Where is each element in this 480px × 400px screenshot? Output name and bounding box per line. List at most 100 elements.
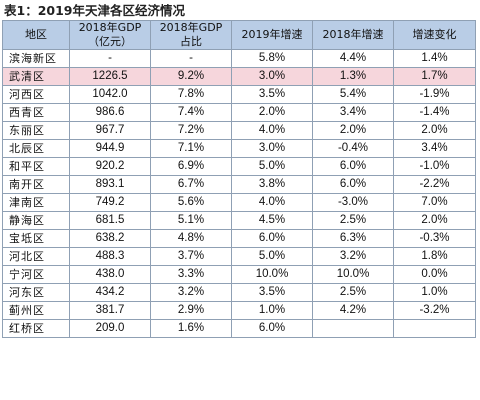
cell-share: 7.8% [150,85,232,104]
cell-growth-2019: 6.0% [231,319,313,338]
cell-growth-2018: 6.0% [312,157,394,176]
cell-growth-change: 1.4% [393,49,476,68]
cell-gdp: 438.0 [69,265,151,284]
header-gdp: 2018年GDP （亿元） [69,20,151,50]
cell-gdp: 434.2 [69,283,151,302]
cell-gdp: 749.2 [69,193,151,212]
cell-district: 津南区 [2,193,70,212]
table-row: 河北区 488.3 3.7% 5.0% 3.2% 1.8% [2,247,476,266]
cell-gdp: 967.7 [69,121,151,140]
cell-district: 西青区 [2,103,70,122]
cell-growth-2019: 4.0% [231,193,313,212]
table-row: 河东区 434.2 3.2% 3.5% 2.5% 1.0% [2,283,476,302]
cell-growth-2018: -3.0% [312,193,394,212]
cell-growth-2018: 5.4% [312,85,394,104]
cell-growth-2019: 2.0% [231,103,313,122]
cell-growth-2018 [312,319,394,338]
cell-share: 7.1% [150,139,232,158]
cell-district: 宝坻区 [2,229,70,248]
header-district: 地区 [2,20,70,50]
header-growth-2018: 2018年增速 [312,20,394,50]
cell-growth-2018: 4.4% [312,49,394,68]
cell-growth-2018: 2.0% [312,121,394,140]
cell-district: 宁河区 [2,265,70,284]
cell-gdp: 1226.5 [69,67,151,86]
table-row: 宝坻区 638.2 4.8% 6.0% 6.3% -0.3% [2,229,476,248]
table-header: 地区 2018年GDP （亿元） 2018年GDP 占比 2019年增速 201… [2,20,476,50]
cell-gdp: 381.7 [69,301,151,320]
cell-gdp: 488.3 [69,247,151,266]
cell-growth-2019: 5.0% [231,157,313,176]
cell-growth-2018: 3.4% [312,103,394,122]
cell-growth-2018: 6.0% [312,175,394,194]
table-row: 津南区 749.2 5.6% 4.0% -3.0% 7.0% [2,193,476,212]
cell-growth-change: 2.0% [393,211,476,230]
cell-growth-2019: 3.0% [231,67,313,86]
cell-growth-2019: 3.5% [231,85,313,104]
cell-growth-2019: 3.5% [231,283,313,302]
cell-gdp: 1042.0 [69,85,151,104]
table-row: 北辰区 944.9 7.1% 3.0% -0.4% 3.4% [2,139,476,158]
cell-gdp: 944.9 [69,139,151,158]
cell-district: 南开区 [2,175,70,194]
table-row: 宁河区 438.0 3.3% 10.0% 10.0% 0.0% [2,265,476,284]
cell-growth-2018: 2.5% [312,283,394,302]
header-growth-change-label: 增速变化 [412,28,457,41]
gdp-table: 地区 2018年GDP （亿元） 2018年GDP 占比 2019年增速 201… [2,20,476,338]
cell-district: 河东区 [2,283,70,302]
cell-share: 7.2% [150,121,232,140]
cell-district: 武清区 [2,67,70,86]
cell-gdp: 638.2 [69,229,151,248]
cell-share: 5.6% [150,193,232,212]
cell-growth-2019: 10.0% [231,265,313,284]
cell-share: 3.3% [150,265,232,284]
cell-district: 河北区 [2,247,70,266]
cell-share: 3.2% [150,283,232,302]
cell-growth-change: -1.4% [393,103,476,122]
cell-growth-change: -1.9% [393,85,476,104]
cell-growth-2019: 6.0% [231,229,313,248]
cell-growth-change: -0.3% [393,229,476,248]
cell-gdp: - [69,49,151,68]
cell-growth-change: -1.0% [393,157,476,176]
table-row: 红桥区 209.0 1.6% 6.0% [2,319,476,338]
cell-district: 滨海新区 [2,49,70,68]
cell-share: 9.2% [150,67,232,86]
cell-district: 蓟州区 [2,301,70,320]
cell-growth-2019: 5.8% [231,49,313,68]
cell-growth-2018: 4.2% [312,301,394,320]
cell-share: 5.1% [150,211,232,230]
cell-district: 和平区 [2,157,70,176]
header-gdp-line2: （亿元） [88,35,132,48]
cell-growth-change: 1.0% [393,283,476,302]
header-growth-2019: 2019年增速 [231,20,313,50]
cell-gdp: 986.6 [69,103,151,122]
cell-growth-2019: 4.5% [231,211,313,230]
cell-gdp: 920.2 [69,157,151,176]
cell-growth-change: 1.7% [393,67,476,86]
cell-growth-2018: 6.3% [312,229,394,248]
cell-growth-change: 1.8% [393,247,476,266]
cell-growth-2019: 1.0% [231,301,313,320]
table-row: 东丽区 967.7 7.2% 4.0% 2.0% 2.0% [2,121,476,140]
header-share: 2018年GDP 占比 [150,20,232,50]
cell-share: 6.9% [150,157,232,176]
table-row: 静海区 681.5 5.1% 4.5% 2.5% 2.0% [2,211,476,230]
header-district-label: 地区 [25,28,47,41]
cell-growth-change: 3.4% [393,139,476,158]
cell-growth-2019: 4.0% [231,121,313,140]
cell-gdp: 209.0 [69,319,151,338]
header-share-line1: 2018年GDP [159,21,223,34]
cell-district: 河西区 [2,85,70,104]
cell-share: 4.8% [150,229,232,248]
table-row: 南开区 893.1 6.7% 3.8% 6.0% -2.2% [2,175,476,194]
table-row: 蓟州区 381.7 2.9% 1.0% 4.2% -3.2% [2,301,476,320]
cell-growth-change: 7.0% [393,193,476,212]
header-gdp-line1: 2018年GDP [78,21,142,34]
table-row: 武清区 1226.5 9.2% 3.0% 1.3% 1.7% [2,67,476,86]
cell-growth-change: -3.2% [393,301,476,320]
cell-growth-change: -2.2% [393,175,476,194]
header-row: 地区 2018年GDP （亿元） 2018年GDP 占比 2019年增速 201… [2,20,476,50]
cell-growth-change [393,319,476,338]
cell-share: 7.4% [150,103,232,122]
